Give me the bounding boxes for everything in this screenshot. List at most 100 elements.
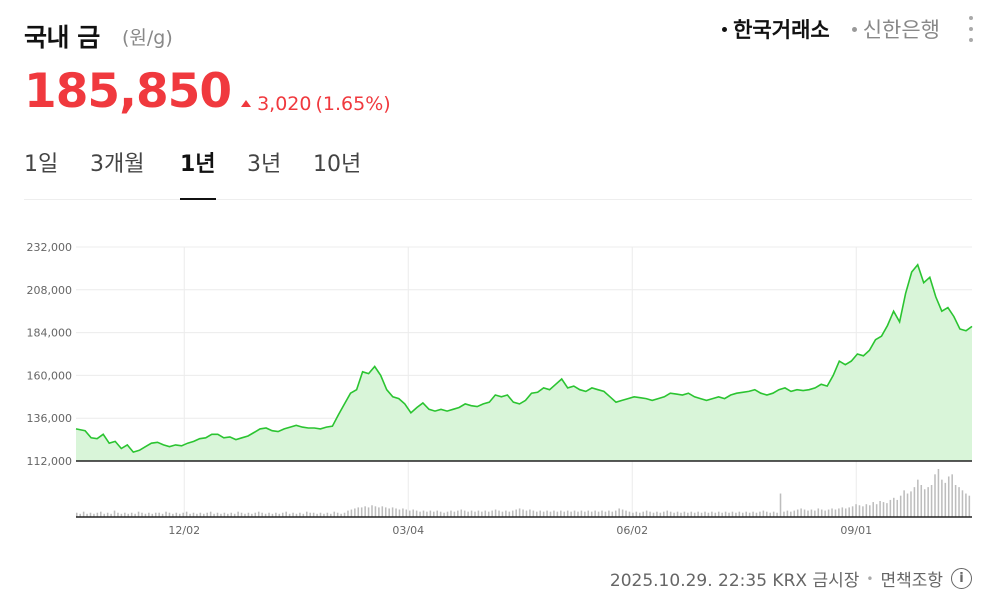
volume-bar [378, 507, 380, 517]
tab-10year[interactable]: 10년 [313, 152, 362, 177]
volume-bar [848, 507, 850, 517]
volume-bar [656, 511, 658, 517]
volume-bar [875, 504, 878, 517]
active-dot-icon [722, 26, 728, 32]
tab-3month[interactable]: 3개월 [90, 152, 145, 177]
x-tick-label: 12/02 [168, 524, 200, 537]
volume-bar [268, 512, 270, 517]
volume-bar [443, 512, 445, 517]
volume-bar [347, 510, 349, 517]
volume-bar [951, 474, 953, 517]
unit-label: (원/g) [122, 27, 173, 49]
price-row: 185,850 3,020 (1.65%) [24, 64, 391, 119]
volume-bar [182, 512, 184, 517]
volume-bar [580, 510, 583, 517]
change-amount: 3,020 [257, 92, 312, 115]
volume-bar [168, 512, 171, 517]
source-krx[interactable]: 한국거래소 [722, 14, 830, 44]
y-tick-label: 232,000 [27, 241, 73, 254]
volume-bar [563, 511, 566, 517]
price-chart[interactable]: 232,000 208,000 184,000 160,000 136,000 112,0… [0, 225, 1000, 545]
volume-bar [130, 512, 133, 517]
volume-bar [463, 510, 466, 517]
volume-bar [920, 485, 923, 517]
volume-bar [405, 509, 408, 517]
volume-bar [803, 509, 806, 517]
volume-bar [738, 511, 741, 517]
change-percent: (1.65%) [315, 92, 391, 115]
volume-bar [776, 512, 778, 517]
volume-bar [566, 510, 569, 517]
volume-bar [539, 510, 541, 517]
volume-bar [790, 511, 792, 517]
volume-bar [467, 511, 469, 517]
volume-bar [487, 511, 490, 517]
volume-bar [680, 512, 682, 517]
tab-3year[interactable]: 3년 [247, 152, 282, 177]
volume-bar [261, 512, 263, 517]
volume-bar [903, 490, 905, 517]
volume-bar [254, 512, 257, 517]
volume-bar [824, 510, 826, 517]
volume-bar [354, 508, 356, 517]
volume-bar [549, 511, 552, 517]
volume-bar [508, 511, 511, 517]
more-vertical-icon[interactable] [968, 16, 974, 42]
y-tick-label: 208,000 [27, 284, 73, 297]
source-shinhan[interactable]: 신한은행 [851, 14, 940, 44]
triangle-up-icon [241, 100, 252, 107]
volume-bar [731, 511, 734, 517]
inactive-dot-icon [851, 26, 857, 32]
volume-bar [271, 513, 274, 517]
disclaimer-link[interactable]: 면책조항 [880, 571, 943, 591]
volume-bar [302, 513, 305, 517]
volume-bar [292, 512, 294, 517]
volume-bar [769, 512, 771, 517]
volume-bar [522, 509, 524, 517]
volume-bar [120, 513, 123, 517]
y-tick-label: 160,000 [27, 369, 73, 382]
volume-bar [755, 512, 758, 517]
volume-bar [295, 513, 298, 517]
volume-bar [357, 507, 360, 517]
volume-bars [76, 469, 971, 517]
volume-bar [275, 512, 277, 517]
volume-bar [614, 510, 617, 517]
y-tick-label: 112,000 [27, 455, 73, 468]
volume-bar [759, 511, 761, 517]
volume-bar [278, 513, 281, 517]
volume-bar [374, 506, 377, 517]
volume-bar [100, 511, 102, 517]
volume-bar [422, 510, 425, 517]
volume-bar [693, 512, 696, 517]
volume-bar [415, 510, 418, 517]
volume-bar [117, 512, 119, 517]
volume-bar [165, 511, 167, 517]
info-icon[interactable]: i [951, 568, 972, 589]
tab-1day[interactable]: 1일 [24, 152, 59, 177]
volume-bar [154, 512, 157, 517]
volume-bar [869, 505, 871, 517]
volume-bar [264, 513, 267, 517]
volume-bar [110, 513, 112, 517]
volume-bar [412, 509, 414, 517]
header: 국내 금 (원/g) 한국거래소 신한은행 [24, 14, 974, 54]
volume-bar [281, 512, 284, 517]
volume-bar [635, 511, 638, 517]
volume-bar [628, 511, 631, 517]
tab-1year[interactable]: 1년 [180, 146, 216, 200]
x-tick-label: 03/04 [392, 524, 424, 537]
volume-bar [350, 509, 353, 517]
current-price: 185,850 [24, 64, 232, 119]
volume-bar [426, 511, 428, 517]
volume-bar [402, 508, 404, 517]
volume-bar [786, 510, 789, 517]
volume-bar [831, 508, 833, 517]
volume-bar [398, 509, 401, 517]
volume-bar [484, 510, 487, 517]
volume-bar [257, 511, 260, 517]
volume-bar [546, 510, 548, 517]
volume-bar [439, 511, 442, 517]
volume-bar [323, 513, 325, 517]
volume-bar [584, 511, 586, 517]
